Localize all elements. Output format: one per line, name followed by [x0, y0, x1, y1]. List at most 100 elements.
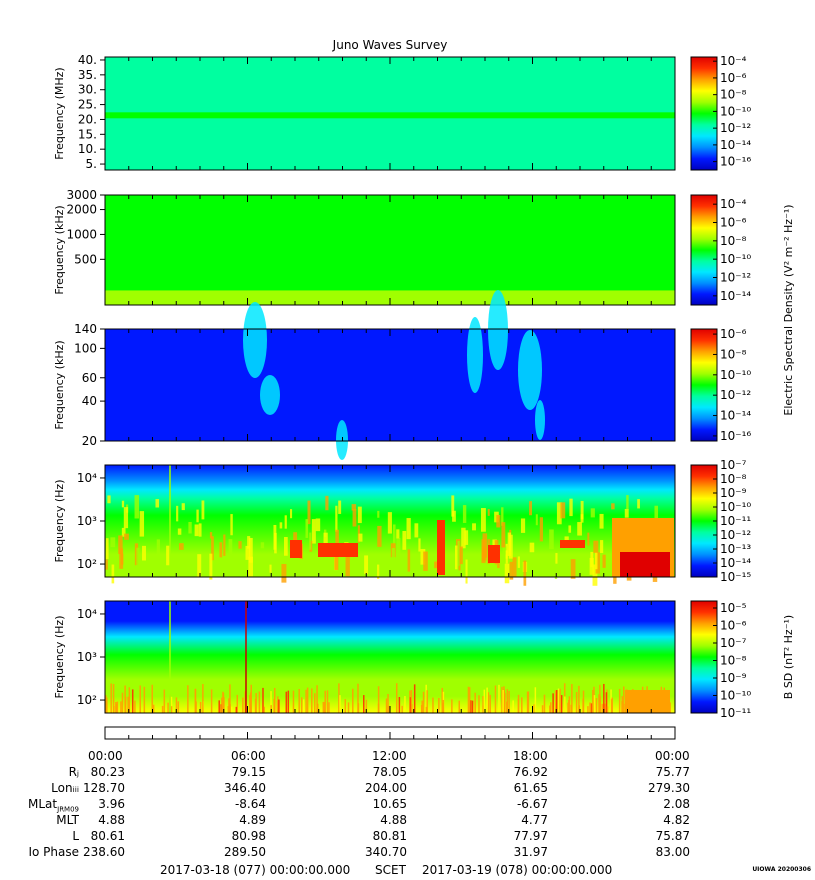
- emission-streak: [167, 702, 169, 713]
- emission-streak: [451, 699, 453, 713]
- emission-streak: [550, 702, 552, 713]
- y-tick-label: 10³: [77, 514, 97, 528]
- ephem-value: 128.70: [83, 781, 125, 795]
- ephem-value: 279.30: [648, 781, 690, 795]
- colorbar-tick-label: 10⁻⁸: [720, 347, 747, 361]
- emission-streak: [606, 706, 609, 713]
- emission-streak: [580, 500, 584, 520]
- footer-scet-label: SCET: [375, 863, 406, 877]
- emission-streak: [357, 703, 360, 713]
- emission-streak: [533, 704, 535, 713]
- emission-streak: [228, 539, 233, 554]
- emission-streak: [590, 703, 593, 713]
- emission-streak: [529, 542, 535, 553]
- colorbar-tick-label: 10⁻⁶: [720, 619, 747, 633]
- emission-streak: [324, 690, 326, 713]
- emission-streak: [211, 536, 214, 561]
- colorbar: [690, 600, 718, 714]
- emission-streak: [517, 556, 520, 568]
- emission-streak: [398, 696, 401, 713]
- emission-streak: [434, 561, 438, 569]
- emission-streak: [142, 545, 146, 561]
- y-tick-label: 60: [82, 371, 97, 385]
- emission-streak: [315, 518, 321, 532]
- emission-streak: [388, 705, 391, 713]
- colorbar-tick-label: 10⁻⁴: [720, 54, 747, 68]
- emission-streak: [559, 688, 561, 713]
- emission-streak: [595, 698, 598, 713]
- emission-streak: [194, 688, 197, 713]
- emission-streak: [582, 690, 585, 713]
- ephem-value: -6.67: [516, 797, 548, 811]
- y-tick-label: 2000: [66, 203, 97, 217]
- emission-streak: [595, 552, 600, 574]
- colorbar-tick-label: 10⁻¹⁰: [720, 500, 751, 514]
- emission-streak: [209, 553, 213, 580]
- ephem-value: 340.70: [365, 845, 407, 859]
- ephem-value: 10.65: [372, 797, 407, 811]
- emission-streak: [549, 705, 551, 713]
- colorbar: [690, 56, 718, 171]
- emission-patch: [488, 545, 500, 563]
- emission-streak: [425, 706, 428, 713]
- emission-streak: [409, 697, 412, 713]
- y-axis-label: Frequency (kHz): [53, 205, 66, 294]
- emission-streak: [410, 690, 413, 713]
- emission-streak: [285, 691, 288, 713]
- emission-streak: [605, 692, 608, 713]
- emission-streak: [504, 563, 510, 584]
- emission-streak: [487, 509, 490, 516]
- emission-streak: [420, 705, 423, 713]
- y-tick-label: 3000: [66, 188, 97, 202]
- colorbar-tick-label: 10⁻¹²: [720, 528, 751, 542]
- emission-streak: [523, 560, 527, 586]
- colorbar-tick-label: 10⁻¹²: [720, 388, 751, 402]
- emission-streak: [116, 701, 119, 713]
- emission-streak: [425, 684, 427, 713]
- emission-streak: [364, 555, 369, 575]
- colorbar-tick-label: 10⁻¹⁰: [720, 368, 751, 382]
- emission-streak: [357, 683, 359, 713]
- emission-streak: [278, 699, 280, 713]
- emission-streak: [305, 519, 309, 538]
- emission-streak: [623, 703, 625, 713]
- emission-streak: [250, 684, 252, 713]
- emission-streak: [151, 684, 153, 713]
- colorbar: [690, 194, 718, 306]
- emission-streak: [248, 556, 253, 577]
- emission-streak: [166, 545, 171, 566]
- x-tick-label: 00:00: [655, 749, 690, 763]
- emission-streak: [480, 508, 486, 532]
- emission-streak: [451, 495, 455, 517]
- emission-streak: [464, 530, 469, 545]
- emission-streak: [610, 699, 613, 713]
- colorbar-tick-label: 10⁻⁶: [720, 216, 747, 230]
- y-tick-label: 15.: [78, 127, 97, 141]
- x-tick-label: 06:00: [231, 749, 266, 763]
- emission-streak: [249, 537, 253, 563]
- emission-patch: [290, 540, 302, 558]
- emission-streak: [229, 684, 231, 713]
- emission-streak: [654, 505, 659, 525]
- emission-streak: [328, 702, 330, 713]
- emission-streak: [300, 697, 303, 713]
- emission-streak: [404, 696, 406, 713]
- emission-patch: [560, 540, 585, 548]
- emission-streak: [458, 700, 461, 713]
- emission-streak: [402, 531, 407, 550]
- emission-streak: [124, 696, 127, 713]
- emission-streak: [298, 688, 300, 713]
- emission-streak: [306, 687, 309, 713]
- y-tick-label: 5.: [86, 157, 97, 171]
- emission-streak: [432, 697, 434, 713]
- emission-streak: [279, 522, 283, 529]
- emission-streak: [570, 704, 572, 713]
- colorbar: [690, 464, 718, 578]
- ephem-value: -8.64: [234, 797, 266, 811]
- emission-streak: [314, 693, 316, 713]
- colorbar: [690, 328, 718, 442]
- emission-streak: [335, 505, 338, 532]
- emission-streak: [377, 703, 380, 713]
- emission-streak: [521, 697, 523, 713]
